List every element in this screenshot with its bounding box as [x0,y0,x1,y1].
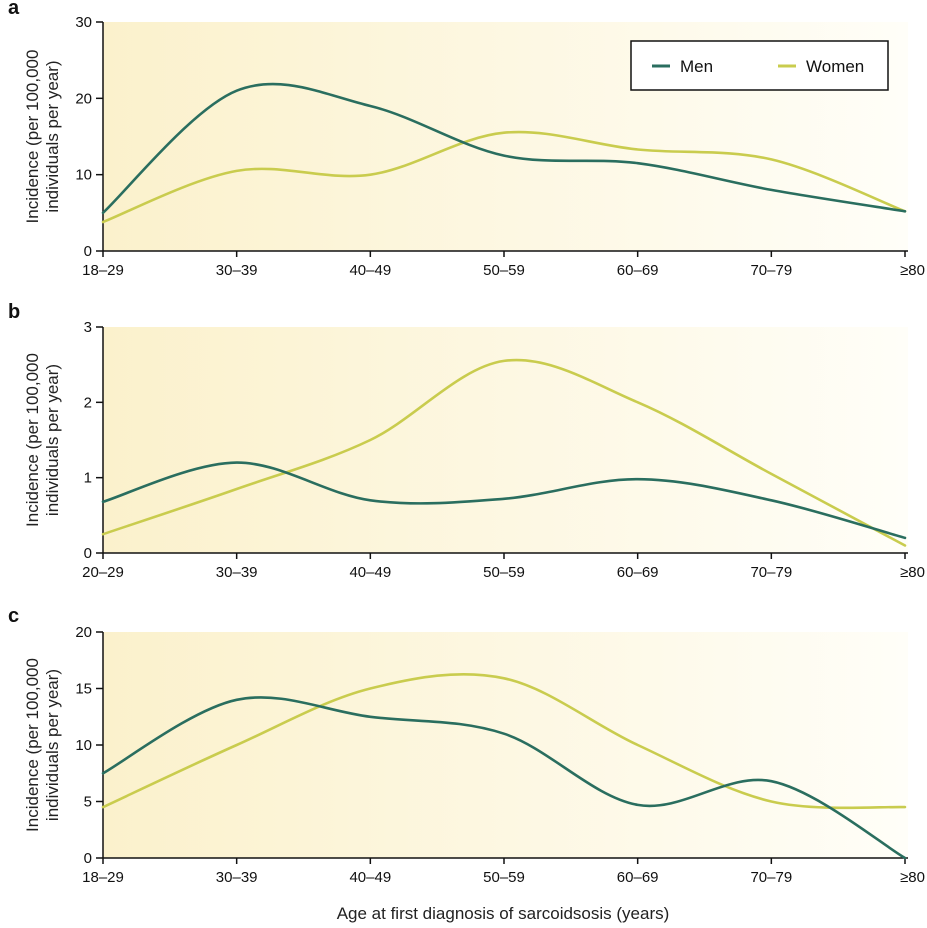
legend-women-label: Women [806,57,864,76]
x-tick-label: 30–39 [216,564,258,581]
y-tick-label: 20 [75,624,92,641]
y-tick-label: 0 [84,850,92,867]
x-tick-label: 50–59 [483,869,525,886]
x-tick-label: 40–49 [349,564,391,581]
y-tick-label: 30 [75,14,92,31]
panel-letter: b [8,301,20,323]
x-tick-label: 60–69 [617,564,659,581]
y-tick-label: 0 [84,545,92,562]
x-tick-label: 70–79 [750,262,792,279]
plot-area [103,632,908,858]
x-tick-label: ≥80 [900,564,925,581]
plot-area [103,327,908,553]
y-axis-title-line: Incidence (per 100,000 [23,50,42,224]
x-tick-label: 30–39 [216,869,258,886]
x-tick-label: ≥80 [900,262,925,279]
y-axis-title-line: Incidence (per 100,000 [23,658,42,832]
y-tick-label: 0 [84,243,92,260]
panel-letter: c [8,605,19,627]
x-tick-label: 18–29 [82,262,124,279]
x-tick-label: 30–39 [216,262,258,279]
x-tick-label: 20–29 [82,564,124,581]
x-axis-title: Age at first diagnosis of sarcoidsosis (… [337,904,670,923]
y-tick-label: 3 [84,319,92,336]
y-axis-title: Incidence (per 100,000individuals per ye… [23,658,62,832]
x-tick-label: 70–79 [750,869,792,886]
panel-c: c 0 5 10 15 20 18–29 30–39 40–49 50–59 60–69 70–79 ≥… [8,605,925,886]
x-tick-label: 60–69 [617,262,659,279]
x-tick-label: ≥80 [900,869,925,886]
legend-box [630,40,889,91]
x-tick-label: 70–79 [750,564,792,581]
y-tick-label: 5 [84,794,92,811]
y-tick-label: 10 [75,167,92,184]
y-tick-label: 15 [75,681,92,698]
x-tick-label: 40–49 [349,262,391,279]
series-line-men [101,82,907,215]
x-tick-label: 18–29 [82,869,124,886]
y-tick-label: 10 [75,737,92,754]
y-axis-title: Incidence (per 100,000individuals per ye… [23,353,62,527]
x-tick-label: 50–59 [483,564,525,581]
x-tick-label: 50–59 [483,262,525,279]
y-tick-label: 2 [84,394,92,411]
x-tick-label: 60–69 [617,869,659,886]
y-axis-title-line: individuals per year) [43,60,62,212]
legend-men-label: Men [680,57,713,76]
panel-b: b 0 1 2 3 20–29 30–39 40–49 50–59 60–69 70–79 ≥80 In… [8,301,925,581]
x-tick-label: 40–49 [349,869,391,886]
y-tick-label: 20 [75,90,92,107]
y-axis-title-line: individuals per year) [43,364,62,516]
legend: Men Women [630,40,889,91]
y-axis-title: Incidence (per 100,000individuals per ye… [23,50,62,224]
y-axis-title-line: Incidence (per 100,000 [23,353,42,527]
y-axis-title-line: individuals per year) [43,669,62,821]
y-tick-label: 1 [84,470,92,487]
panel-letter: a [8,0,20,19]
